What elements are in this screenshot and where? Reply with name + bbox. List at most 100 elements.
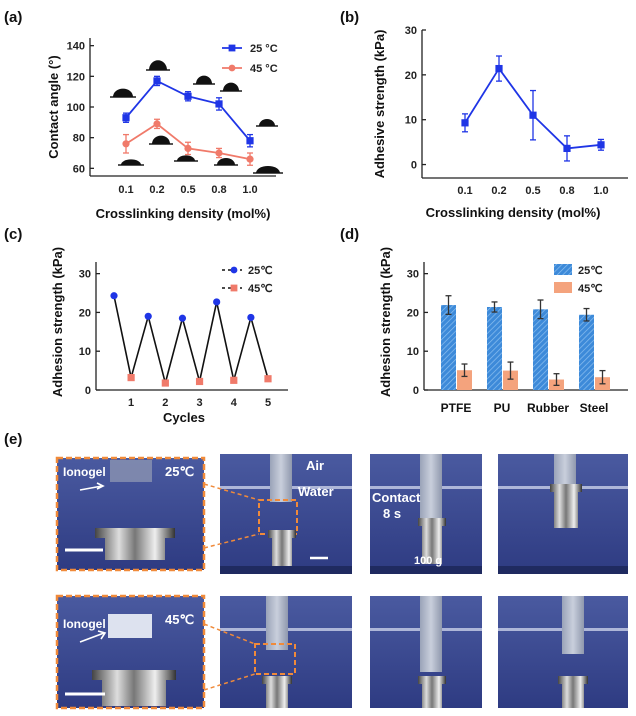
x-tick-label: 5 <box>265 397 271 409</box>
y-axis-title: Adhesion strength (kPa) <box>378 247 393 397</box>
x-axis-title: Cycles <box>163 410 205 425</box>
water-label: Water <box>298 484 334 499</box>
arrow-icon <box>79 482 105 491</box>
data-point <box>228 44 236 52</box>
chart-adhesive-strength: (b) 0 10 20 30 0.1 0.2 0.5 0.8 1.0 Adhesive streng… <box>340 9 628 220</box>
bar <box>579 314 594 390</box>
x-tick-label: 0.2 <box>149 184 164 196</box>
photo-panel: (e) Ionogel 25℃ Air Water <box>4 431 628 710</box>
y-tick-label: 60 <box>73 163 85 175</box>
legend-label: 45℃ <box>248 283 273 295</box>
y-tick-label: 100 <box>67 102 85 114</box>
series-line <box>113 295 269 387</box>
y-tick-label: 140 <box>67 41 85 53</box>
legend-swatch <box>554 282 572 293</box>
droplet-mark <box>113 88 133 97</box>
chart-adhesion-cycles: (c) 0 10 20 30 1 2 3 4 5 Adhesion strength (kPa) Cy… <box>4 226 288 425</box>
data-point <box>563 144 571 152</box>
panel-label-c: (c) <box>4 226 22 243</box>
y-tick-label: 10 <box>405 115 417 127</box>
y-axis-title: Contact angle (°) <box>46 55 61 158</box>
photo-frame-3 <box>498 454 628 574</box>
x-tick-label: Rubber <box>527 401 569 415</box>
x-tick-label: Steel <box>580 401 609 415</box>
photo-frame-4 <box>220 596 352 708</box>
droplet-mark <box>259 119 275 126</box>
data-point <box>122 140 130 148</box>
x-tick-label: 4 <box>231 397 238 409</box>
data-point <box>127 373 135 382</box>
panel-label-e: (e) <box>4 431 22 448</box>
y-tick-label: 30 <box>407 269 419 281</box>
y-axis-title: Adhesive strength (kPa) <box>372 30 387 179</box>
droplet-mark <box>217 158 235 165</box>
data-point <box>184 144 192 152</box>
x-tick-label: 0.5 <box>180 184 195 196</box>
legend-label: 45 °C <box>250 63 278 75</box>
x-tick-label: 1.0 <box>242 184 257 196</box>
y-tick-label: 20 <box>79 307 91 319</box>
inset-material-label-45: Ionogel <box>63 617 106 631</box>
panel-label-a: (a) <box>4 9 22 26</box>
data-point <box>228 64 236 72</box>
photo-inset-25 <box>55 456 206 572</box>
data-point <box>230 266 238 274</box>
y-tick-label: 0 <box>85 385 91 397</box>
inset-temperature-label-25: 25℃ <box>165 464 194 479</box>
x-tick-label: 0.5 <box>525 185 540 197</box>
x-tick-label: PU <box>494 401 511 415</box>
photo-frame-1 <box>220 454 352 574</box>
y-tick-label: 120 <box>67 71 85 83</box>
data-point <box>153 120 161 128</box>
droplet-mark <box>177 155 195 161</box>
droplet-mark <box>149 60 167 70</box>
inset-material-label-25: Ionogel <box>63 465 106 479</box>
droplet-mark <box>121 159 141 165</box>
weight-label: 100 g <box>414 555 442 567</box>
legend-label: 25℃ <box>578 265 603 277</box>
photo-frame-6 <box>498 596 628 708</box>
legend-label: 25℃ <box>248 265 273 277</box>
y-tick-label: 80 <box>73 133 85 145</box>
data-point <box>495 64 503 73</box>
data-point <box>122 114 130 122</box>
photo-inset-45 <box>55 594 206 710</box>
data-point <box>529 111 537 119</box>
droplet-mark <box>196 75 212 84</box>
y-tick-label: 20 <box>405 70 417 82</box>
bar <box>441 305 456 390</box>
panel-label-d: (d) <box>340 226 359 243</box>
y-tick-label: 30 <box>405 25 417 37</box>
data-point <box>230 284 238 292</box>
data-point <box>110 292 118 300</box>
bar <box>487 306 502 390</box>
y-tick-label: 0 <box>413 385 419 397</box>
y-tick-label: 10 <box>407 346 419 358</box>
air-label: Air <box>306 458 324 473</box>
legend-label: 45℃ <box>578 283 603 295</box>
y-axis-title: Adhesion strength (kPa) <box>50 247 65 397</box>
data-point <box>195 377 204 386</box>
bar <box>503 370 518 390</box>
data-point <box>215 100 223 108</box>
contact-time-label: 8 s <box>383 506 401 521</box>
contact-label: Contact <box>372 490 421 505</box>
arrow-icon <box>79 630 107 643</box>
x-tick-label: 0.1 <box>118 184 133 196</box>
data-point <box>246 155 254 163</box>
x-axis-title: Crosslinking density (mol%) <box>426 205 601 220</box>
x-tick-label: 0.1 <box>457 185 472 197</box>
x-tick-label: 1 <box>128 397 134 409</box>
bar <box>533 309 548 390</box>
data-point <box>184 92 192 100</box>
droplet-mark <box>256 166 280 173</box>
panel-label-b: (b) <box>340 9 359 26</box>
data-point <box>178 314 187 322</box>
data-point <box>153 77 161 85</box>
data-point <box>246 137 254 145</box>
data-point <box>144 312 152 320</box>
data-point <box>597 141 605 149</box>
data-point <box>213 298 221 306</box>
data-point <box>230 376 238 384</box>
